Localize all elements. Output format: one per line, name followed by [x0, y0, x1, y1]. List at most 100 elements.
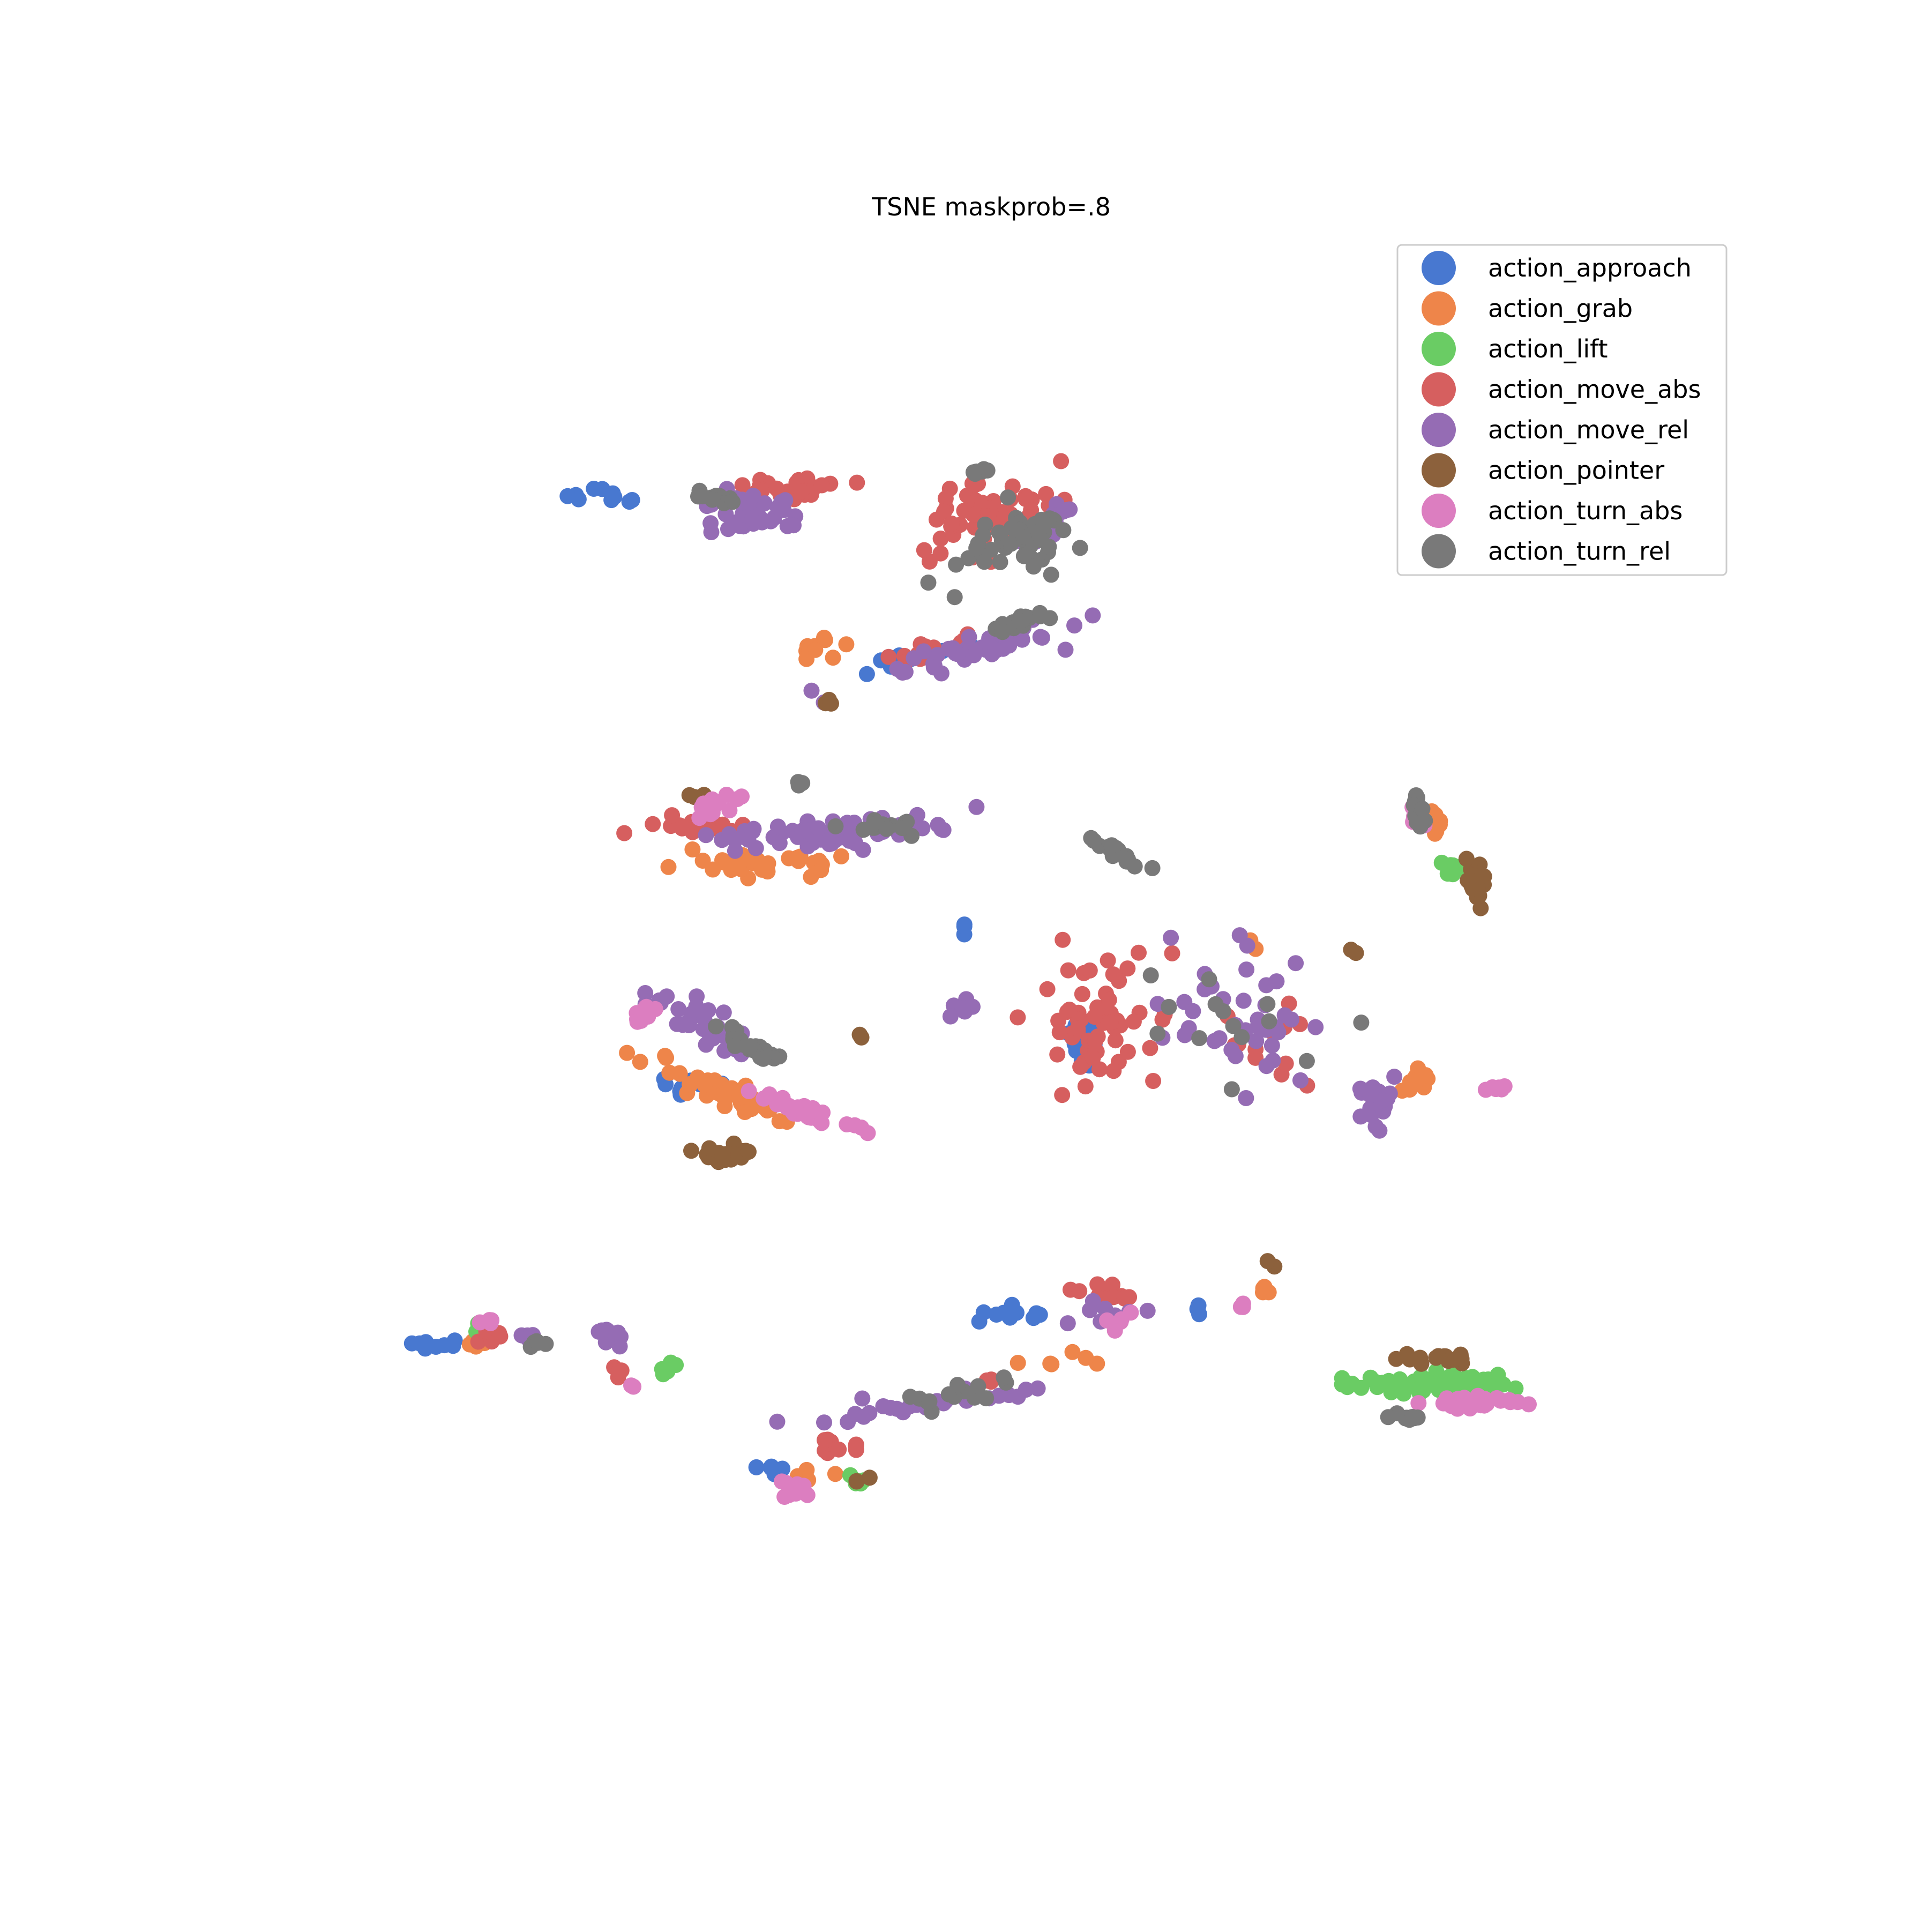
data-point-action_grab — [825, 650, 841, 666]
data-point-action_move_rel — [702, 515, 719, 532]
data-point-action_turn_abs — [741, 1083, 757, 1099]
data-point-action_approach — [603, 492, 620, 509]
data-point-action_move_rel — [1029, 1380, 1046, 1397]
data-point-action_pointer — [1259, 1253, 1276, 1270]
data-point-action_turn_abs — [1509, 1394, 1526, 1411]
data-point-action_move_abs — [1100, 952, 1116, 969]
data-point-action_move_rel — [1001, 637, 1018, 654]
data-point-action_move_abs — [848, 1438, 864, 1454]
data-point-action_pointer — [1453, 1351, 1470, 1367]
data-point-action_move_rel — [888, 1400, 905, 1417]
data-point-action_move_abs — [1164, 945, 1180, 961]
data-point-action_grab — [658, 1049, 675, 1066]
data-point-action_move_abs — [1277, 1055, 1294, 1072]
data-point-action_move_abs — [1039, 981, 1056, 997]
data-point-action_move_abs — [932, 545, 949, 562]
data-point-action_turn_rel — [724, 1019, 741, 1035]
data-point-action_pointer — [726, 1146, 743, 1162]
data-point-action_turn_rel — [1025, 558, 1042, 575]
data-point-action_move_rel — [745, 488, 761, 504]
data-point-action_turn_rel — [996, 1369, 1012, 1386]
scatter-points — [403, 453, 1537, 1505]
data-point-action_move_rel — [659, 988, 675, 1005]
data-point-action_turn_abs — [799, 1487, 816, 1503]
data-point-action_move_rel — [988, 642, 1005, 659]
data-point-action_turn_rel — [1086, 833, 1102, 849]
data-point-action_move_abs — [932, 531, 949, 547]
data-point-action_lift — [1418, 1378, 1434, 1394]
data-point-action_move_abs — [1154, 1011, 1171, 1028]
data-point-action_move_rel — [769, 818, 786, 835]
data-point-action_move_rel — [1231, 927, 1248, 944]
data-point-action_turn_rel — [1012, 613, 1028, 629]
data-point-action_turn_rel — [968, 540, 985, 556]
data-point-action_move_abs — [734, 477, 751, 494]
legend-label-action_move_rel: action_move_rel — [1488, 415, 1689, 444]
data-point-action_move_abs — [1142, 1040, 1158, 1056]
legend-label-action_move_abs: action_move_abs — [1488, 375, 1701, 404]
data-point-action_lift — [1334, 1376, 1350, 1393]
data-point-action_move_rel — [847, 835, 864, 852]
data-point-action_approach — [748, 1459, 765, 1475]
legend-label-action_approach: action_approach — [1488, 253, 1692, 282]
data-point-action_turn_rel — [794, 775, 811, 792]
data-point-action_approach — [1025, 1310, 1042, 1326]
data-point-action_turn_rel — [755, 1050, 772, 1067]
series-action_turn_abs — [472, 787, 1537, 1505]
data-point-action_grab — [731, 856, 747, 873]
data-point-action_move_rel — [678, 1015, 694, 1032]
data-point-action_move_abs — [1010, 1009, 1026, 1026]
data-point-action_turn_rel — [724, 494, 741, 510]
data-point-action_move_abs — [616, 825, 633, 841]
data-point-action_approach — [763, 1458, 780, 1475]
data-point-action_grab — [760, 855, 776, 871]
data-point-action_turn_abs — [629, 1013, 646, 1030]
data-point-action_grab — [827, 1466, 843, 1482]
data-point-action_turn_rel — [1055, 522, 1072, 539]
data-point-action_move_rel — [1085, 607, 1101, 624]
data-point-action_move_abs — [937, 490, 954, 507]
legend-marker-action_lift — [1422, 332, 1456, 366]
data-point-action_turn_abs — [721, 802, 738, 818]
data-point-action_move_rel — [771, 835, 788, 852]
data-point-action_move_rel — [727, 832, 743, 848]
legend-label-action_lift: action_lift — [1488, 334, 1608, 363]
data-point-action_lift — [1395, 1385, 1412, 1402]
data-point-action_turn_rel — [979, 462, 996, 479]
data-point-action_move_abs — [1085, 1049, 1101, 1066]
data-point-action_turn_rel — [1380, 1409, 1396, 1426]
data-point-action_grab — [833, 848, 849, 864]
data-point-action_grab — [1043, 1356, 1060, 1372]
legend-label-action_grab: action_grab — [1488, 294, 1633, 323]
data-point-action_move_rel — [1059, 1315, 1076, 1332]
data-point-action_move_abs — [1077, 1078, 1094, 1095]
data-point-action_grab — [1256, 1279, 1273, 1295]
data-point-action_turn_rel — [1015, 529, 1031, 545]
data-point-action_grab — [716, 1098, 733, 1114]
data-point-action_turn_abs — [779, 1099, 795, 1116]
data-point-action_turn_rel — [1261, 1013, 1277, 1030]
legend-label-action_turn_rel: action_turn_rel — [1488, 537, 1671, 566]
data-point-action_move_abs — [1131, 944, 1147, 961]
data-point-action_move_rel — [1362, 1087, 1379, 1103]
legend-marker-action_approach — [1422, 251, 1456, 285]
data-point-action_approach — [446, 1332, 463, 1349]
data-point-action_lift — [1442, 1378, 1459, 1394]
data-point-action_turn_abs — [638, 998, 655, 1015]
data-point-action_move_rel — [1066, 617, 1082, 634]
data-point-action_move_rel — [698, 827, 714, 844]
data-point-action_move_rel — [715, 1004, 732, 1021]
data-point-action_lift — [1369, 1379, 1386, 1396]
data-point-action_move_abs — [664, 807, 681, 824]
legend-marker-action_move_rel — [1422, 413, 1456, 447]
data-point-action_move_rel — [670, 1001, 687, 1017]
data-point-action_move_abs — [1055, 931, 1071, 948]
data-point-action_turn_rel — [529, 1334, 546, 1351]
data-point-action_move_abs — [1103, 1014, 1119, 1031]
data-point-action_move_rel — [930, 817, 946, 833]
data-point-action_turn_rel — [708, 1018, 724, 1035]
data-point-action_move_rel — [875, 1398, 892, 1414]
data-point-action_lift — [1467, 1376, 1483, 1392]
data-point-action_move_rel — [610, 1324, 626, 1341]
